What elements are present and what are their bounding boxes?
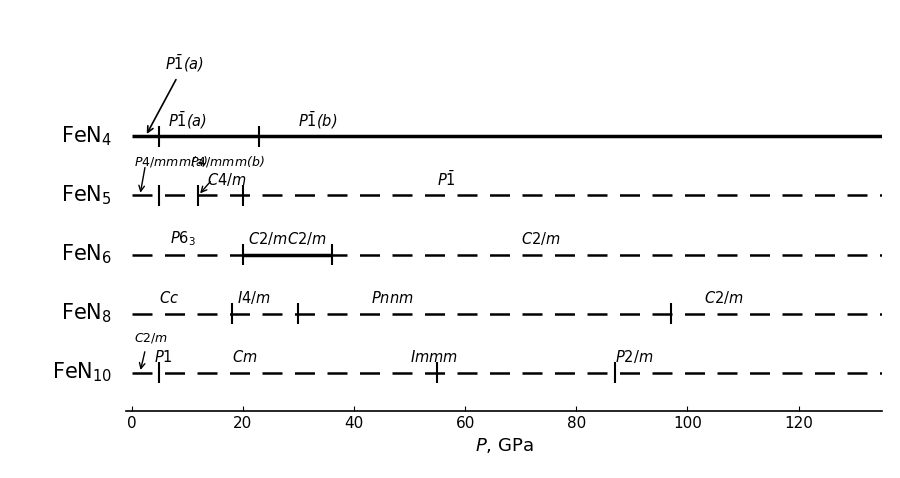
Text: $P\bar{1}$(a): $P\bar{1}$(a): [167, 110, 207, 131]
X-axis label: $P$, GPa: $P$, GPa: [474, 436, 534, 456]
Text: FeN$_4$: FeN$_4$: [61, 125, 112, 148]
Text: $C2/m$: $C2/m$: [704, 289, 743, 306]
Text: $P\bar{1}$: $P\bar{1}$: [437, 170, 456, 189]
Text: FeN$_5$: FeN$_5$: [61, 184, 112, 207]
Text: $I4/m$: $I4/m$: [238, 289, 271, 306]
Text: $P2/m$: $P2/m$: [616, 348, 653, 365]
Text: $C2/m$: $C2/m$: [521, 230, 561, 247]
Text: FeN$_6$: FeN$_6$: [61, 243, 112, 266]
Text: FeN$_{10}$: FeN$_{10}$: [52, 361, 112, 384]
Text: $P1$: $P1$: [154, 349, 173, 365]
Text: FeN$_8$: FeN$_8$: [61, 302, 112, 326]
Text: $Pnnm$: $Pnnm$: [371, 290, 413, 305]
Text: $P4/mmm$(b): $P4/mmm$(b): [190, 154, 265, 169]
Text: $Cm$: $Cm$: [231, 349, 257, 365]
Text: $Immm$: $Immm$: [410, 349, 457, 365]
Text: $P6_3$: $P6_3$: [170, 229, 196, 248]
Text: $C2/m$: $C2/m$: [248, 230, 288, 247]
Text: $Cc$: $Cc$: [159, 290, 179, 305]
Text: $P\bar{1}$(a): $P\bar{1}$(a): [148, 54, 204, 132]
Text: $P4/mmm$(a): $P4/mmm$(a): [134, 154, 209, 169]
Text: $C4/m$: $C4/m$: [207, 171, 247, 188]
Text: $C2/m$: $C2/m$: [134, 331, 168, 346]
Text: $P\bar{1}$(b): $P\bar{1}$(b): [298, 110, 338, 131]
Text: $C2/m$: $C2/m$: [287, 230, 327, 247]
